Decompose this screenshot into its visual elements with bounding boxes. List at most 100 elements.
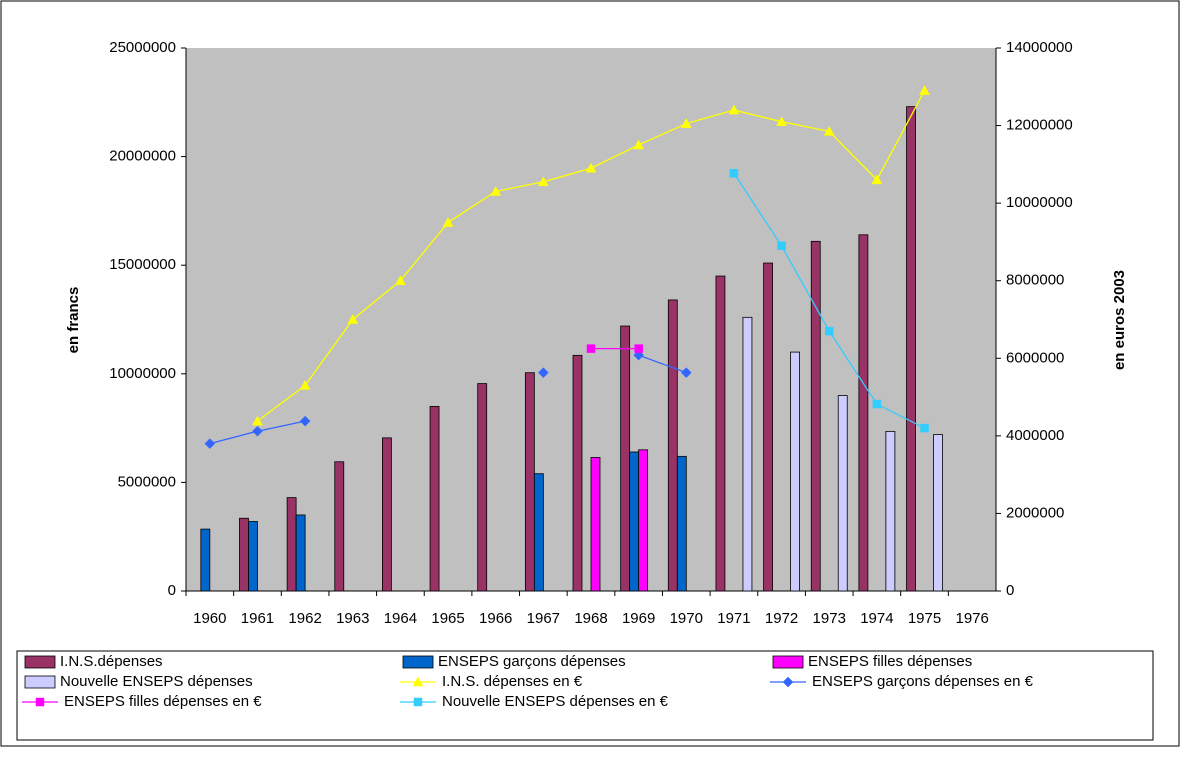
x-tick-label: 1968 [574, 610, 607, 627]
bar [590, 457, 601, 592]
point [680, 367, 692, 378]
bar [477, 383, 488, 592]
bar [200, 528, 211, 592]
y-tick-label: 20000000 [109, 148, 176, 165]
point [299, 379, 311, 390]
legend-label: I.N.S. dépenses en € [442, 673, 583, 690]
legend-swatch [24, 675, 56, 689]
point [919, 85, 930, 95]
bar [810, 240, 821, 592]
point [728, 104, 740, 115]
y2-tick-label: 10000000 [1006, 194, 1073, 211]
x-tick-label: 1974 [860, 610, 893, 627]
bar [638, 449, 649, 592]
point [824, 326, 834, 336]
legend-swatch [772, 655, 804, 669]
bar [858, 234, 869, 592]
y-axis-title: en francs [65, 287, 82, 354]
y-tick-label: 25000000 [109, 39, 176, 56]
bar [885, 430, 896, 592]
x-tick-label: 1967 [527, 610, 560, 627]
point [823, 125, 835, 136]
legend-marker [782, 676, 794, 688]
bar [572, 354, 583, 592]
legend-label: I.N.S.dépenses [60, 653, 163, 670]
legend-label: ENSEPS garçons dépenses en € [812, 673, 1034, 690]
point [871, 174, 883, 185]
y2-tick-label: 6000000 [1006, 349, 1064, 366]
x-tick-label: 1969 [622, 610, 655, 627]
bar [382, 437, 392, 592]
point [537, 367, 549, 378]
y2-tick-label: 8000000 [1006, 272, 1064, 289]
legend-marker [35, 697, 45, 707]
bar [763, 262, 773, 592]
x-tick-label: 1964 [384, 610, 417, 627]
point [252, 425, 263, 437]
point [490, 185, 502, 196]
x-tick-label: 1972 [765, 610, 798, 627]
bar [933, 434, 943, 592]
y-tick-label: 0 [168, 582, 176, 599]
legend-marker [412, 676, 424, 687]
x-tick-label: 1966 [479, 610, 512, 627]
bar [533, 473, 544, 592]
point [777, 241, 786, 251]
legend-swatch [24, 655, 56, 669]
bar [676, 455, 687, 592]
point [633, 139, 645, 150]
bar [239, 517, 249, 592]
legend-swatch [402, 655, 434, 669]
y2-tick-label: 2000000 [1006, 504, 1064, 521]
legend-box [16, 650, 1154, 741]
point [586, 344, 596, 353]
legend-label: ENSEPS filles dépenses [808, 653, 972, 670]
point [634, 344, 643, 353]
bar [334, 461, 345, 592]
bar [742, 316, 753, 592]
x-tick-label: 1971 [717, 610, 750, 627]
bar [295, 514, 306, 592]
bar [524, 372, 535, 592]
point [252, 415, 263, 426]
x-tick-label: 1970 [670, 610, 703, 627]
y-tick-label: 5000000 [118, 473, 176, 490]
point [729, 169, 739, 178]
point [680, 118, 692, 128]
x-tick-label: 1965 [431, 610, 464, 627]
bar [906, 106, 916, 592]
point [872, 399, 882, 409]
x-tick-label: 1962 [288, 610, 321, 627]
y2-tick-label: 0 [1006, 582, 1014, 599]
bar [837, 395, 848, 592]
bar [629, 451, 640, 592]
point [442, 217, 454, 227]
legend-marker [413, 697, 423, 707]
point [204, 438, 216, 449]
bar [715, 275, 726, 592]
point [920, 423, 929, 433]
point [394, 275, 406, 285]
bar [248, 521, 258, 592]
x-tick-label: 1973 [813, 610, 846, 627]
x-tick-label: 1963 [336, 610, 369, 627]
y-tick-label: 15000000 [109, 256, 176, 273]
bar [286, 497, 297, 592]
y2-axis-title: en euros 2003 [1111, 270, 1128, 370]
x-tick-label: 1961 [241, 610, 274, 627]
point [537, 176, 549, 187]
legend-label: Nouvelle ENSEPS dépenses en € [442, 693, 669, 710]
legend-label: Nouvelle ENSEPS dépenses [60, 673, 253, 690]
legend-label: ENSEPS filles dépenses en € [64, 693, 262, 710]
y-tick-label: 10000000 [109, 365, 176, 382]
bar [620, 325, 631, 592]
bar [667, 299, 678, 592]
point [299, 415, 311, 427]
point [585, 162, 597, 173]
x-tick-label: 1975 [908, 610, 941, 627]
point [347, 313, 359, 324]
y2-tick-label: 12000000 [1006, 117, 1073, 134]
x-tick-label: 1976 [955, 610, 988, 627]
legend-label: ENSEPS garçons dépenses [438, 653, 626, 670]
